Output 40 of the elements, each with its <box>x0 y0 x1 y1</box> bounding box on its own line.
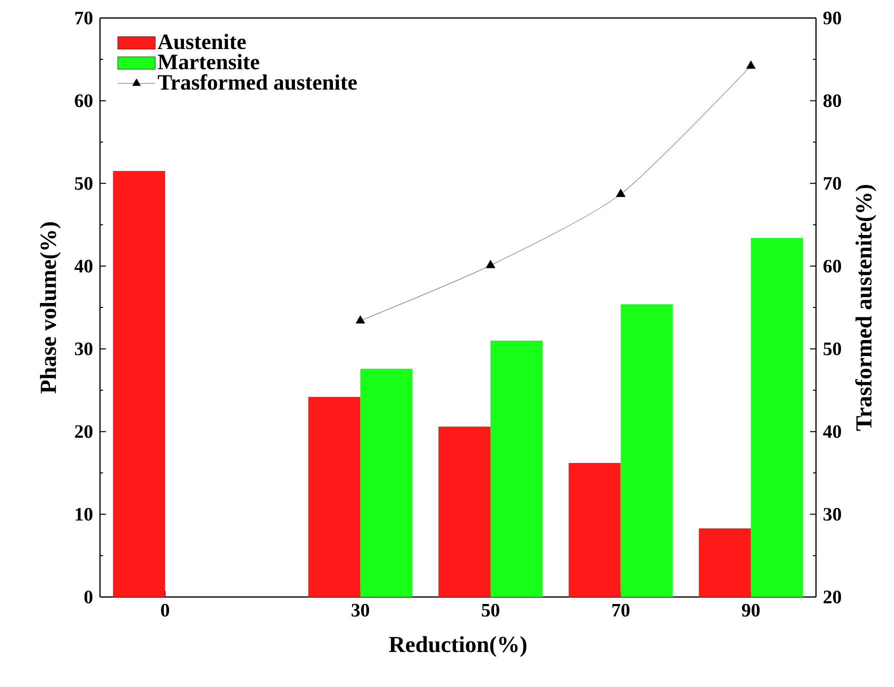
y-tick-label: 60 <box>74 94 92 108</box>
bar <box>750 238 803 597</box>
bar <box>568 463 621 597</box>
bar <box>698 528 751 597</box>
y2-tick-label: 50 <box>824 342 842 356</box>
y2-tick-label: 20 <box>824 590 842 604</box>
y-tick-label: 30 <box>74 342 92 356</box>
bar <box>360 368 412 597</box>
y2-tick-label: 80 <box>823 94 842 108</box>
y2-tick-label: 90 <box>823 12 842 24</box>
bar <box>438 426 491 597</box>
y-tick-label: 40 <box>74 260 92 273</box>
x-tick-label: 70 <box>612 604 630 617</box>
x-tick-label: 90 <box>742 604 760 617</box>
x-axis-title: Reduction(%) <box>389 636 526 657</box>
y2-tick-label: 40 <box>823 425 842 438</box>
y-tick-label: 70 <box>75 12 92 24</box>
x-tick-label: 0 <box>161 604 170 617</box>
y-tick-label: 50 <box>74 177 92 190</box>
point <box>486 260 496 268</box>
y2-tick-label: 70 <box>824 177 842 190</box>
legend-label: Trasformed austenite <box>158 74 357 90</box>
legend-label: Martensite <box>158 54 260 70</box>
bar <box>620 304 673 597</box>
y2-axis-title: Trasformed austenite(%) <box>855 184 876 431</box>
y-tick-label: 10 <box>76 508 92 521</box>
bar <box>308 396 360 597</box>
y2-tick-label: 30 <box>824 508 842 521</box>
legend-label: Austenite <box>158 34 246 50</box>
point <box>746 60 756 69</box>
x-tick-label: 50 <box>482 604 500 617</box>
point <box>616 188 626 197</box>
y-axis-title: Phase volume(%) <box>40 222 61 394</box>
y-tick-label: 0 <box>84 590 92 604</box>
x-tick-label: 30 <box>352 604 370 617</box>
bar <box>113 171 166 597</box>
y2-tick-label: 60 <box>823 260 842 273</box>
point <box>356 315 365 324</box>
bar <box>490 340 543 597</box>
y-tick-label: 20 <box>75 425 92 438</box>
